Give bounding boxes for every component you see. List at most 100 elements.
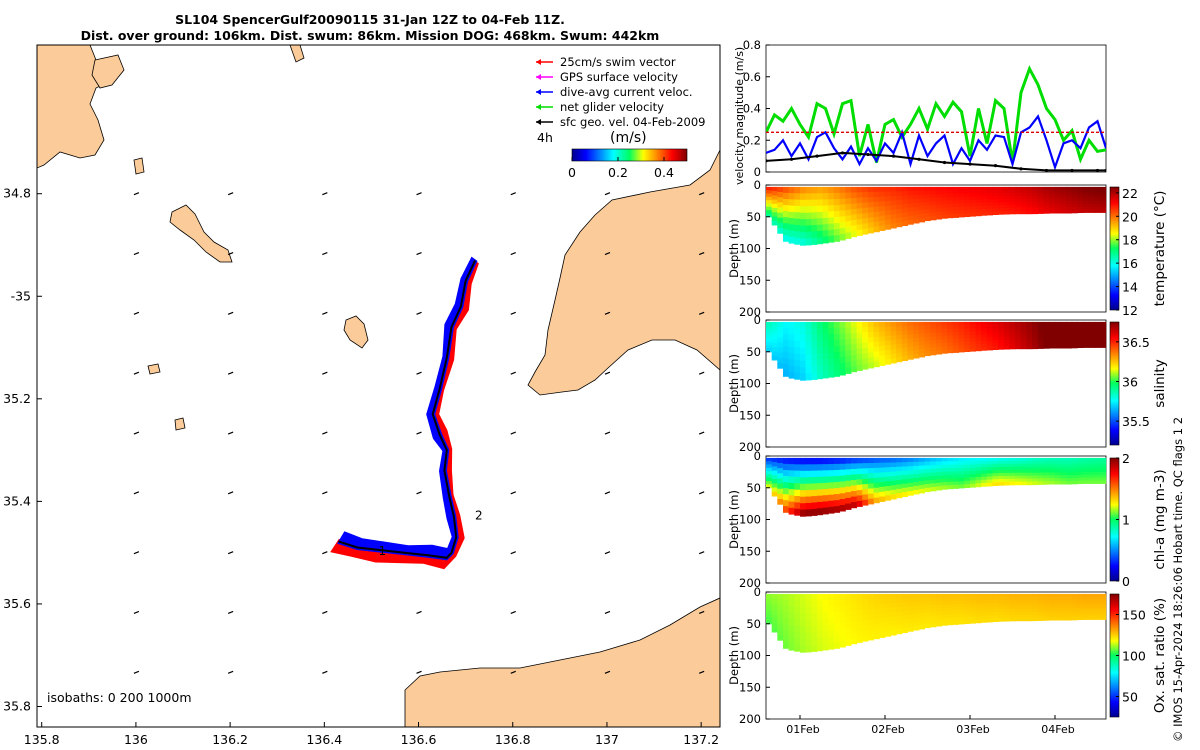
chart-title-line1: SL104 SpencerGulf20090115 31-Jan 12Z to …	[175, 12, 565, 27]
velocity-ylabel: velocity magnitude (m/s)	[733, 47, 746, 185]
legend-entry: net glider velocity	[560, 100, 664, 114]
colorbar-tick-label: 35.5	[1122, 414, 1150, 429]
heatmap-ytick-label: 150	[739, 273, 761, 287]
land-islet-a	[147, 363, 161, 375]
heatmap-ytick-label: 50	[746, 345, 761, 359]
colorbar-tick-label: 0	[568, 165, 576, 180]
heatmap-ytick-label: 0	[754, 449, 761, 463]
lat-tick-label: 35.6	[3, 596, 31, 611]
heatmap-ytick-label: 150	[739, 544, 761, 558]
land-island-south	[169, 204, 233, 263]
heatmap-ytick-label: 200	[739, 440, 761, 454]
heatmap-ytick-label: 100	[739, 649, 761, 663]
colorbar-tick-label: 14	[1122, 280, 1138, 295]
date-tick-label: 01Feb	[786, 723, 819, 736]
heatmap-ytick-label: 100	[739, 377, 761, 391]
heatmap-panel: 0 50 100 150 200 Depth (m) 12 14 16 18 20 22 tempera…	[727, 178, 1168, 319]
heatmap-ytick-label: 200	[739, 576, 761, 590]
map-area: 21	[37, 45, 720, 727]
colorbar-label: temperature (°C)	[1152, 191, 1168, 307]
colorbar-period-label: 4h	[537, 130, 553, 145]
colorbar-label: salinity	[1152, 359, 1168, 407]
legend-entry: 25cm/s swim vector	[560, 55, 676, 69]
land-island-small-2	[343, 315, 369, 349]
lon-tick-label: 137.2	[683, 732, 719, 747]
land-yorke-peninsula	[527, 149, 720, 396]
heatmap-ytick-label: 150	[739, 408, 761, 422]
heatmap-ylabel: Depth (m)	[727, 626, 741, 685]
heatmap-colorbar	[1109, 321, 1120, 446]
lat-tick-label: 35.8	[3, 698, 31, 713]
heatmap-ytick-label: 100	[739, 513, 761, 527]
velocity-ytick-label: 0.2	[743, 133, 761, 147]
colorbar-tick-label: 0.4	[654, 165, 674, 180]
colorbar-tick-label: 50	[1122, 690, 1138, 705]
colorbar-tick-label: 12	[1122, 303, 1138, 318]
date-tick-label: 03Feb	[956, 723, 989, 736]
map-colorbar-ticks: 0 0.2 0.4	[568, 157, 674, 180]
velocity-series-point	[815, 154, 819, 158]
heatmap-ylabel: Depth (m)	[727, 219, 741, 278]
colorbar-tick-label: 0.2	[608, 165, 628, 180]
colorbar-tick-label: 0	[1122, 574, 1130, 589]
velocity-ytick-label: 0.6	[743, 70, 761, 84]
colorbar-label: chl-a (mg m-3)	[1152, 469, 1168, 569]
legend-entry: dive-avg current veloc.	[560, 85, 693, 99]
colorbar-tick-label: 18	[1122, 233, 1138, 248]
lat-tick-label: 35.4	[3, 493, 31, 508]
velocity-ytick-label: 0.4	[743, 102, 761, 116]
lon-tick-label: 137	[595, 732, 619, 747]
land-island-small-1	[133, 157, 145, 175]
lon-tick-label: 136.8	[495, 732, 531, 747]
velocity-chart: 0 0.2 0.4 0.6 0.8 velocity magnitude (m/s)	[733, 38, 1107, 185]
colorbar-label: Ox. sat. ratio (%)	[1152, 598, 1168, 713]
velocity-series-point	[766, 159, 768, 163]
velocity-ytick-label: 0.8	[743, 38, 761, 52]
colorbar-tick-label: 100	[1122, 649, 1146, 664]
lon-tick-label: 136.4	[306, 732, 342, 747]
heatmap-colorbar	[1109, 186, 1120, 311]
heatmap-panel: 0 50 100 150 200 Depth (m) 0 1 2 chl-a (mg m-3)	[727, 449, 1168, 590]
heatmap-ylabel: Depth (m)	[727, 490, 741, 549]
heatmap-ytick-label: 200	[739, 305, 761, 319]
velocity-series-point	[1070, 168, 1074, 172]
heatmap-ytick-label: 100	[739, 242, 761, 256]
heatmap-ytick-label: 0	[754, 585, 761, 599]
velocity-series-point	[866, 152, 870, 157]
velocity-series-point	[1019, 167, 1023, 171]
heatmap-ylabel: Depth (m)	[727, 354, 741, 413]
velocity-series-point	[993, 164, 998, 168]
colorbar-tick-label: 22	[1122, 186, 1138, 201]
velocity-series-point	[917, 157, 921, 161]
current-vector-swath	[337, 256, 478, 561]
surface-velocity-vectors	[133, 192, 705, 674]
lon-tick-label: 136	[124, 732, 148, 747]
isobath-label: isobaths: 0 200 1000m	[47, 690, 192, 705]
map-frame	[36, 44, 721, 728]
lat-tick-label: 35.2	[3, 391, 31, 406]
colorbar-tick-label: 36	[1122, 375, 1138, 390]
map-axes: 135.8 136 136.2 136.4 136.6 136.8 137 137.234.8…	[3, 186, 719, 747]
colorbar-tick-label: 20	[1122, 209, 1138, 224]
lat-tick-label: -35	[11, 288, 31, 303]
velocity-series-point	[1095, 168, 1100, 172]
heatmap-ytick-label: 50	[746, 617, 761, 631]
velocity-series-point	[1104, 168, 1106, 172]
date-tick-label: 04Feb	[1041, 723, 1074, 736]
land-north	[289, 45, 305, 63]
lon-tick-label: 136.6	[401, 732, 437, 747]
chart-title-line2: Dist. over ground: 106km. Dist. swum: 86…	[80, 28, 660, 43]
land-island-thistle	[91, 54, 125, 89]
velocity-series-line	[766, 114, 1106, 171]
lon-tick-label: 135.8	[24, 732, 60, 747]
lat-tick-label: 34.8	[3, 186, 31, 201]
heatmap-ytick-label: 200	[739, 712, 761, 726]
heatmap-panel: 0 50 100 150 200 Depth (m) 50 100 150 Ox. sat. ra…	[727, 585, 1168, 736]
velocity-series-point	[789, 157, 794, 161]
heatmap-ytick-label: 50	[746, 210, 761, 224]
velocity-series-point	[891, 154, 896, 158]
date-tick-label: 02Feb	[871, 723, 904, 736]
